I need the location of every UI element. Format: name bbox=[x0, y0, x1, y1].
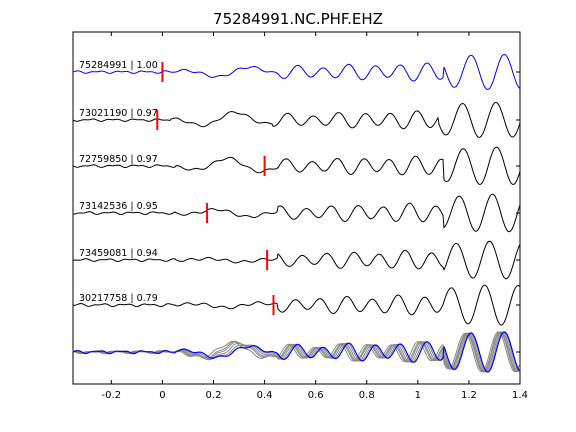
stack-reference-line bbox=[72, 331, 521, 373]
trace-label: 73021190 | 0.97 bbox=[79, 108, 158, 119]
trace-line bbox=[72, 146, 521, 186]
x-tick-label: -0.2 bbox=[102, 390, 122, 401]
trace-line bbox=[73, 284, 521, 326]
x-tick-label: 0.2 bbox=[206, 390, 222, 401]
x-tick-label: 0.4 bbox=[257, 390, 273, 401]
trace-label: 73459081 | 0.94 bbox=[79, 248, 158, 259]
trace-label: 72759850 | 0.97 bbox=[79, 154, 158, 165]
trace-label: 75284991 | 1.00 bbox=[79, 60, 158, 71]
chart-title: 75284991.NC.PHF.EHZ bbox=[213, 10, 383, 28]
trace-line bbox=[72, 193, 521, 233]
trace-line bbox=[72, 101, 521, 138]
x-tick-label: 0.6 bbox=[308, 390, 324, 401]
trace-line bbox=[72, 53, 521, 91]
trace-group: 75284991 | 1.00 73021190 | 0.97 72759850 |… bbox=[72, 53, 521, 326]
trace-label: 73142536 | 0.95 bbox=[79, 201, 158, 212]
plot-frame bbox=[72, 31, 521, 385]
x-tick-label: 0 bbox=[159, 390, 165, 401]
x-tick-label: 1.2 bbox=[461, 390, 477, 401]
trace-line bbox=[72, 240, 521, 280]
stacked-traces bbox=[72, 331, 521, 373]
x-tick-label: 1 bbox=[415, 390, 421, 401]
trace-label: 30217758 | 0.79 bbox=[79, 293, 158, 304]
x-tick-label: 0.8 bbox=[359, 390, 375, 401]
x-tick-label: 1.4 bbox=[512, 390, 528, 401]
x-axis: -0.2 0 0.2 0.4 0.6 0.8 1 1.2 1.4 bbox=[102, 32, 528, 401]
